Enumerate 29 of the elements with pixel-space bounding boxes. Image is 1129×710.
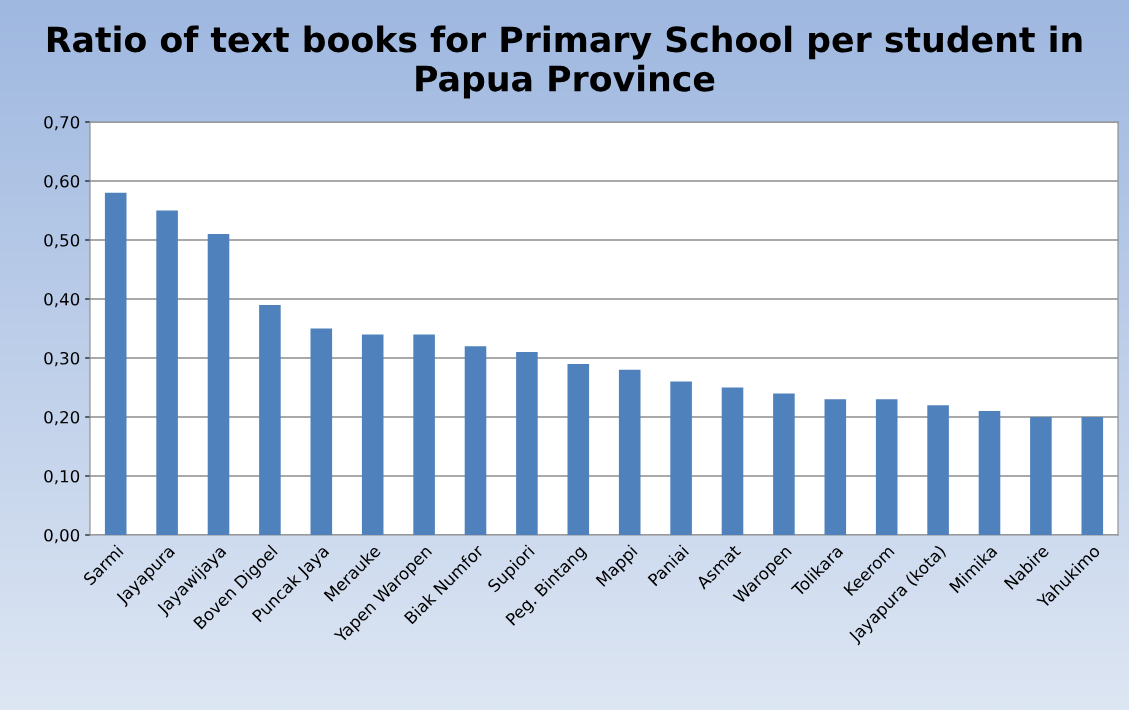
bar [721, 387, 744, 535]
bar [104, 192, 127, 535]
y-tick-label: 0,70 [44, 115, 80, 131]
bar [207, 234, 230, 535]
bar [516, 352, 538, 535]
bar [773, 393, 795, 535]
y-tick-label: 0,30 [44, 351, 80, 367]
y-tick-label: 0,50 [44, 233, 80, 249]
y-tick-label: 0,40 [44, 292, 80, 308]
bar [875, 399, 898, 535]
bar [413, 334, 435, 535]
bar [310, 328, 333, 535]
bar [978, 411, 1001, 535]
bar [1081, 417, 1104, 535]
y-tick-label: 0,10 [44, 469, 80, 485]
bar [1030, 417, 1052, 535]
bar [670, 381, 692, 535]
bar [618, 369, 641, 535]
bar [464, 346, 487, 535]
bar [824, 399, 847, 535]
bar [567, 363, 590, 535]
y-tick-label: 0,60 [44, 174, 80, 190]
bar [361, 334, 384, 535]
bar [927, 405, 949, 535]
y-tick-label: 0,20 [44, 410, 80, 426]
bar [259, 304, 281, 535]
y-tick-label: 0,00 [44, 528, 80, 544]
chart-title: Ratio of text books for Primary School per student in Papua Province [47, 25, 1082, 99]
bar [156, 210, 178, 535]
